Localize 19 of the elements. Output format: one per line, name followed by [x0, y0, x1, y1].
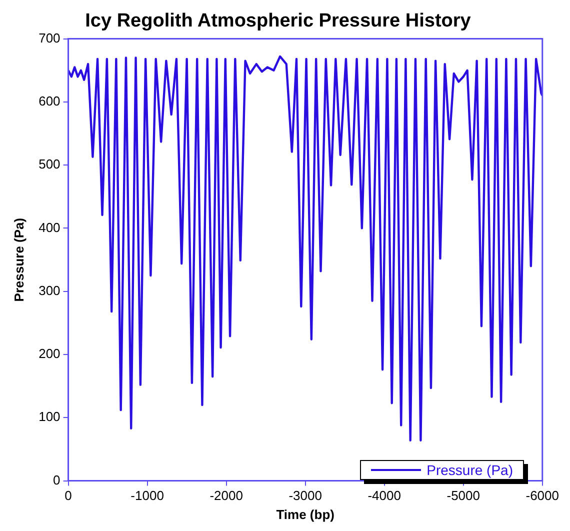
- x-tick-label: -3000: [288, 488, 322, 504]
- y-tick-label: 700: [38, 30, 60, 46]
- y-axis-title: Pressure (Pa): [11, 218, 26, 302]
- y-tick-label: 300: [38, 282, 60, 298]
- x-tick-label: -5000: [446, 488, 480, 504]
- x-tick-label: -1000: [130, 488, 164, 504]
- x-tick-label: 0: [64, 488, 72, 504]
- y-tick-label: 0: [53, 472, 60, 488]
- x-axis-title: Time (bp): [276, 506, 334, 522]
- legend-label: Pressure (Pa): [426, 462, 513, 478]
- x-tick-label: -2000: [210, 488, 243, 504]
- x-tick-label: -4000: [368, 488, 401, 504]
- y-tick-label: 400: [38, 220, 60, 235]
- chart-title: Icy Regolith Atmospheric Pressure History: [85, 10, 472, 32]
- y-tick-label: 200: [38, 346, 60, 362]
- x-tick-label: -6000: [526, 488, 559, 504]
- y-tick-label: 600: [38, 94, 60, 109]
- y-tick-label: 500: [38, 156, 60, 172]
- y-tick-label: 100: [38, 409, 60, 424]
